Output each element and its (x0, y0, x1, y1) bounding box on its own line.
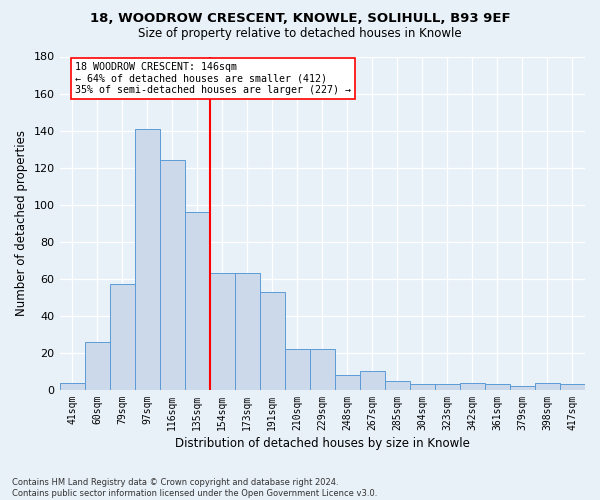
Bar (535, 382, 560, 390)
Y-axis label: Number of detached properties: Number of detached properties (15, 130, 28, 316)
Bar (360, 372, 385, 390)
Text: 18, WOODROW CRESCENT, KNOWLE, SOLIHULL, B93 9EF: 18, WOODROW CRESCENT, KNOWLE, SOLIHULL, … (89, 12, 511, 26)
Bar (160, 160, 185, 390)
Bar (110, 284, 134, 390)
Bar (560, 384, 585, 390)
Bar (335, 375, 360, 390)
Bar (209, 273, 235, 390)
X-axis label: Distribution of detached houses by size in Knowle: Distribution of detached houses by size … (175, 437, 470, 450)
Bar (134, 128, 160, 390)
Bar (385, 380, 410, 390)
Bar (510, 386, 535, 390)
Bar (485, 384, 510, 390)
Bar (59, 382, 85, 390)
Bar (410, 384, 435, 390)
Bar (310, 349, 335, 390)
Bar (85, 342, 110, 390)
Text: 18 WOODROW CRESCENT: 146sqm
← 64% of detached houses are smaller (412)
35% of se: 18 WOODROW CRESCENT: 146sqm ← 64% of det… (74, 62, 350, 96)
Bar (460, 382, 485, 390)
Bar (185, 212, 209, 390)
Bar (435, 384, 460, 390)
Bar (285, 349, 310, 390)
Text: Contains HM Land Registry data © Crown copyright and database right 2024.
Contai: Contains HM Land Registry data © Crown c… (12, 478, 377, 498)
Bar (235, 273, 260, 390)
Text: Size of property relative to detached houses in Knowle: Size of property relative to detached ho… (138, 28, 462, 40)
Bar (260, 292, 285, 390)
